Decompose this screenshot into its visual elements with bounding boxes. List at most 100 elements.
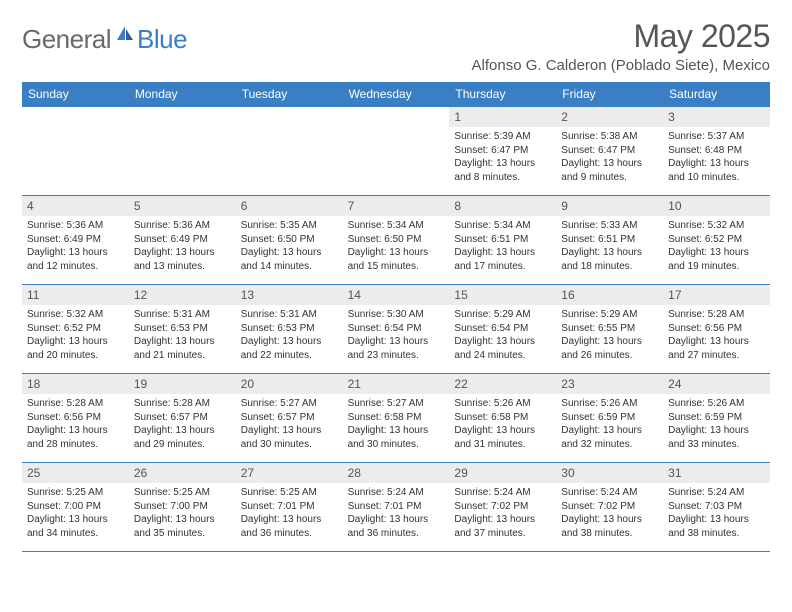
day-content: Sunrise: 5:32 AMSunset: 6:52 PMDaylight:… (22, 305, 129, 367)
day-content: Sunrise: 5:36 AMSunset: 6:49 PMDaylight:… (129, 216, 236, 278)
day-number: 11 (22, 285, 129, 305)
calendar-day: 9Sunrise: 5:33 AMSunset: 6:51 PMDaylight… (556, 196, 663, 284)
weekday-header-row: SundayMondayTuesdayWednesdayThursdayFrid… (22, 82, 770, 106)
calendar-day: 29Sunrise: 5:24 AMSunset: 7:02 PMDayligh… (449, 463, 556, 551)
day-number: 27 (236, 463, 343, 483)
day-content: Sunrise: 5:26 AMSunset: 6:59 PMDaylight:… (556, 394, 663, 456)
day-number: 23 (556, 374, 663, 394)
day-content: Sunrise: 5:26 AMSunset: 6:58 PMDaylight:… (449, 394, 556, 456)
calendar: SundayMondayTuesdayWednesdayThursdayFrid… (22, 82, 770, 552)
calendar-day: 1Sunrise: 5:39 AMSunset: 6:47 PMDaylight… (449, 107, 556, 195)
day-content: Sunrise: 5:28 AMSunset: 6:57 PMDaylight:… (129, 394, 236, 456)
day-number: 7 (343, 196, 450, 216)
calendar-day: 13Sunrise: 5:31 AMSunset: 6:53 PMDayligh… (236, 285, 343, 373)
weeks-container: 1Sunrise: 5:39 AMSunset: 6:47 PMDaylight… (22, 106, 770, 552)
calendar-week: 25Sunrise: 5:25 AMSunset: 7:00 PMDayligh… (22, 462, 770, 552)
day-number: 12 (129, 285, 236, 305)
day-number (236, 107, 343, 127)
logo-text-general: General (22, 24, 111, 55)
calendar-day: 6Sunrise: 5:35 AMSunset: 6:50 PMDaylight… (236, 196, 343, 284)
day-content: Sunrise: 5:27 AMSunset: 6:58 PMDaylight:… (343, 394, 450, 456)
day-number: 15 (449, 285, 556, 305)
day-content: Sunrise: 5:25 AMSunset: 7:01 PMDaylight:… (236, 483, 343, 545)
calendar-day: 27Sunrise: 5:25 AMSunset: 7:01 PMDayligh… (236, 463, 343, 551)
day-number: 9 (556, 196, 663, 216)
calendar-day (22, 107, 129, 195)
day-content: Sunrise: 5:34 AMSunset: 6:51 PMDaylight:… (449, 216, 556, 278)
day-content: Sunrise: 5:31 AMSunset: 6:53 PMDaylight:… (129, 305, 236, 367)
logo: General Blue (22, 24, 187, 55)
calendar-day: 11Sunrise: 5:32 AMSunset: 6:52 PMDayligh… (22, 285, 129, 373)
calendar-day: 26Sunrise: 5:25 AMSunset: 7:00 PMDayligh… (129, 463, 236, 551)
calendar-day: 20Sunrise: 5:27 AMSunset: 6:57 PMDayligh… (236, 374, 343, 462)
calendar-day: 16Sunrise: 5:29 AMSunset: 6:55 PMDayligh… (556, 285, 663, 373)
weekday-header: Monday (129, 82, 236, 106)
day-number: 6 (236, 196, 343, 216)
calendar-week: 1Sunrise: 5:39 AMSunset: 6:47 PMDaylight… (22, 106, 770, 195)
day-number: 4 (22, 196, 129, 216)
calendar-day: 23Sunrise: 5:26 AMSunset: 6:59 PMDayligh… (556, 374, 663, 462)
calendar-week: 11Sunrise: 5:32 AMSunset: 6:52 PMDayligh… (22, 284, 770, 373)
day-number (343, 107, 450, 127)
day-content: Sunrise: 5:36 AMSunset: 6:49 PMDaylight:… (22, 216, 129, 278)
weekday-header: Friday (556, 82, 663, 106)
day-number: 2 (556, 107, 663, 127)
calendar-day (129, 107, 236, 195)
calendar-day: 17Sunrise: 5:28 AMSunset: 6:56 PMDayligh… (663, 285, 770, 373)
day-number: 13 (236, 285, 343, 305)
day-content: Sunrise: 5:31 AMSunset: 6:53 PMDaylight:… (236, 305, 343, 367)
weekday-header: Saturday (663, 82, 770, 106)
day-content: Sunrise: 5:38 AMSunset: 6:47 PMDaylight:… (556, 127, 663, 189)
day-number: 1 (449, 107, 556, 127)
day-number: 21 (343, 374, 450, 394)
day-content: Sunrise: 5:24 AMSunset: 7:01 PMDaylight:… (343, 483, 450, 545)
calendar-day: 8Sunrise: 5:34 AMSunset: 6:51 PMDaylight… (449, 196, 556, 284)
calendar-day: 5Sunrise: 5:36 AMSunset: 6:49 PMDaylight… (129, 196, 236, 284)
day-number: 17 (663, 285, 770, 305)
calendar-day: 14Sunrise: 5:30 AMSunset: 6:54 PMDayligh… (343, 285, 450, 373)
day-content: Sunrise: 5:28 AMSunset: 6:56 PMDaylight:… (22, 394, 129, 456)
day-number: 16 (556, 285, 663, 305)
weekday-header: Wednesday (343, 82, 450, 106)
header: General Blue May 2025 Alfonso G. Caldero… (22, 18, 770, 74)
calendar-day: 24Sunrise: 5:26 AMSunset: 6:59 PMDayligh… (663, 374, 770, 462)
day-number: 3 (663, 107, 770, 127)
weekday-header: Thursday (449, 82, 556, 106)
day-number: 8 (449, 196, 556, 216)
month-title: May 2025 (472, 18, 770, 55)
day-number: 5 (129, 196, 236, 216)
calendar-day: 2Sunrise: 5:38 AMSunset: 6:47 PMDaylight… (556, 107, 663, 195)
day-content: Sunrise: 5:29 AMSunset: 6:54 PMDaylight:… (449, 305, 556, 367)
day-content: Sunrise: 5:37 AMSunset: 6:48 PMDaylight:… (663, 127, 770, 189)
day-content: Sunrise: 5:24 AMSunset: 7:02 PMDaylight:… (556, 483, 663, 545)
calendar-day: 21Sunrise: 5:27 AMSunset: 6:58 PMDayligh… (343, 374, 450, 462)
day-number (22, 107, 129, 127)
day-content: Sunrise: 5:32 AMSunset: 6:52 PMDaylight:… (663, 216, 770, 278)
calendar-day: 10Sunrise: 5:32 AMSunset: 6:52 PMDayligh… (663, 196, 770, 284)
logo-sail-icon (115, 24, 135, 47)
day-content: Sunrise: 5:28 AMSunset: 6:56 PMDaylight:… (663, 305, 770, 367)
location: Alfonso G. Calderon (Poblado Siete), Mex… (472, 57, 770, 74)
calendar-day: 22Sunrise: 5:26 AMSunset: 6:58 PMDayligh… (449, 374, 556, 462)
logo-text-blue: Blue (137, 24, 187, 55)
day-number: 26 (129, 463, 236, 483)
day-number: 31 (663, 463, 770, 483)
day-number: 18 (22, 374, 129, 394)
calendar-day: 30Sunrise: 5:24 AMSunset: 7:02 PMDayligh… (556, 463, 663, 551)
day-number: 22 (449, 374, 556, 394)
day-content: Sunrise: 5:34 AMSunset: 6:50 PMDaylight:… (343, 216, 450, 278)
day-number: 19 (129, 374, 236, 394)
day-number: 28 (343, 463, 450, 483)
day-content: Sunrise: 5:26 AMSunset: 6:59 PMDaylight:… (663, 394, 770, 456)
calendar-day: 4Sunrise: 5:36 AMSunset: 6:49 PMDaylight… (22, 196, 129, 284)
calendar-day (236, 107, 343, 195)
calendar-day: 15Sunrise: 5:29 AMSunset: 6:54 PMDayligh… (449, 285, 556, 373)
day-number: 25 (22, 463, 129, 483)
calendar-day: 7Sunrise: 5:34 AMSunset: 6:50 PMDaylight… (343, 196, 450, 284)
day-number (129, 107, 236, 127)
calendar-day: 31Sunrise: 5:24 AMSunset: 7:03 PMDayligh… (663, 463, 770, 551)
day-content: Sunrise: 5:29 AMSunset: 6:55 PMDaylight:… (556, 305, 663, 367)
weekday-header: Tuesday (236, 82, 343, 106)
calendar-day: 12Sunrise: 5:31 AMSunset: 6:53 PMDayligh… (129, 285, 236, 373)
calendar-week: 4Sunrise: 5:36 AMSunset: 6:49 PMDaylight… (22, 195, 770, 284)
